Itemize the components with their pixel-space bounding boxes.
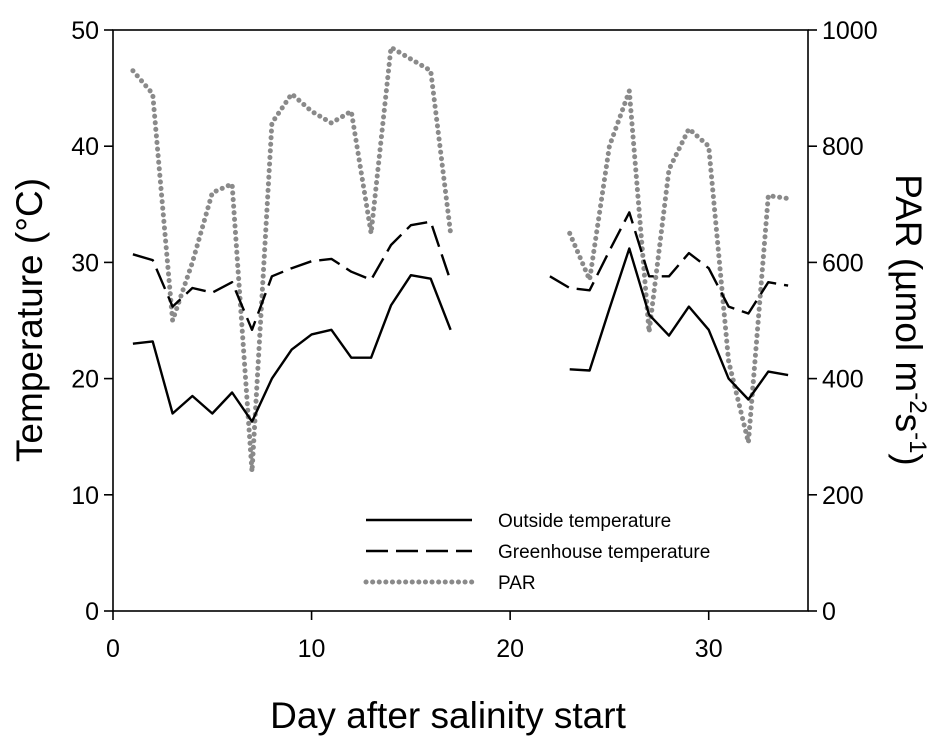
series-line-outside-temperature: [132, 274, 452, 423]
y-left-tick-label: 50: [71, 17, 99, 45]
y-right-label-sup1: -2: [904, 392, 931, 413]
y-left-axis: 0 10 20 30 40 50: [71, 17, 113, 626]
y-right-label-base: PAR (µmol m: [888, 174, 929, 392]
x-axis: 0 10 20 30: [106, 611, 723, 663]
legend-label-outside-temperature: Outside temperature: [498, 511, 671, 532]
y-left-tick-label: 20: [71, 366, 99, 394]
y-left-tick-label: 10: [71, 482, 99, 510]
y-right-tick-label: 800: [822, 133, 864, 161]
y-right-label-sup2: -1: [904, 432, 931, 453]
y-right-tick-label: 0: [822, 598, 836, 626]
y-left-axis-label: Temperature (°C): [9, 178, 50, 462]
x-tick-label: 30: [695, 635, 723, 663]
series-line-par: [567, 88, 791, 445]
series-layer: [130, 44, 791, 475]
series-line-greenhouse-temperature: [549, 211, 789, 315]
y-left-tick-label: 30: [71, 249, 99, 277]
x-axis-label: Day after salinity start: [270, 695, 626, 736]
y-right-tick-label: 1000: [822, 17, 878, 45]
y-right-tick-label: 400: [822, 366, 864, 394]
legend: Outside temperature Greenhouse temperatur…: [363, 511, 710, 594]
plot-area: [112, 29, 809, 612]
x-tick-label: 20: [496, 635, 524, 663]
legend-label-par: PAR: [498, 573, 536, 594]
x-tick-label: 0: [106, 635, 120, 663]
y-right-tick-label: 600: [822, 249, 864, 277]
y-right-axis: 0 200 400 600 800 1000: [808, 17, 878, 626]
y-right-axis-label: PAR (µmol m-2s-1): [888, 174, 931, 466]
legend-label-greenhouse-temperature: Greenhouse temperature: [498, 542, 710, 563]
series-line-outside-temperature: [569, 247, 789, 401]
y-left-tick-label: 40: [71, 133, 99, 161]
series-line-par: [130, 44, 454, 475]
y-left-tick-label: 0: [85, 598, 99, 626]
y-right-tick-label: 200: [822, 482, 864, 510]
y-right-label-end: ): [888, 453, 929, 465]
series-line-greenhouse-temperature: [132, 220, 452, 331]
x-tick-label: 10: [298, 635, 326, 663]
y-right-label-mid: s: [888, 414, 929, 433]
